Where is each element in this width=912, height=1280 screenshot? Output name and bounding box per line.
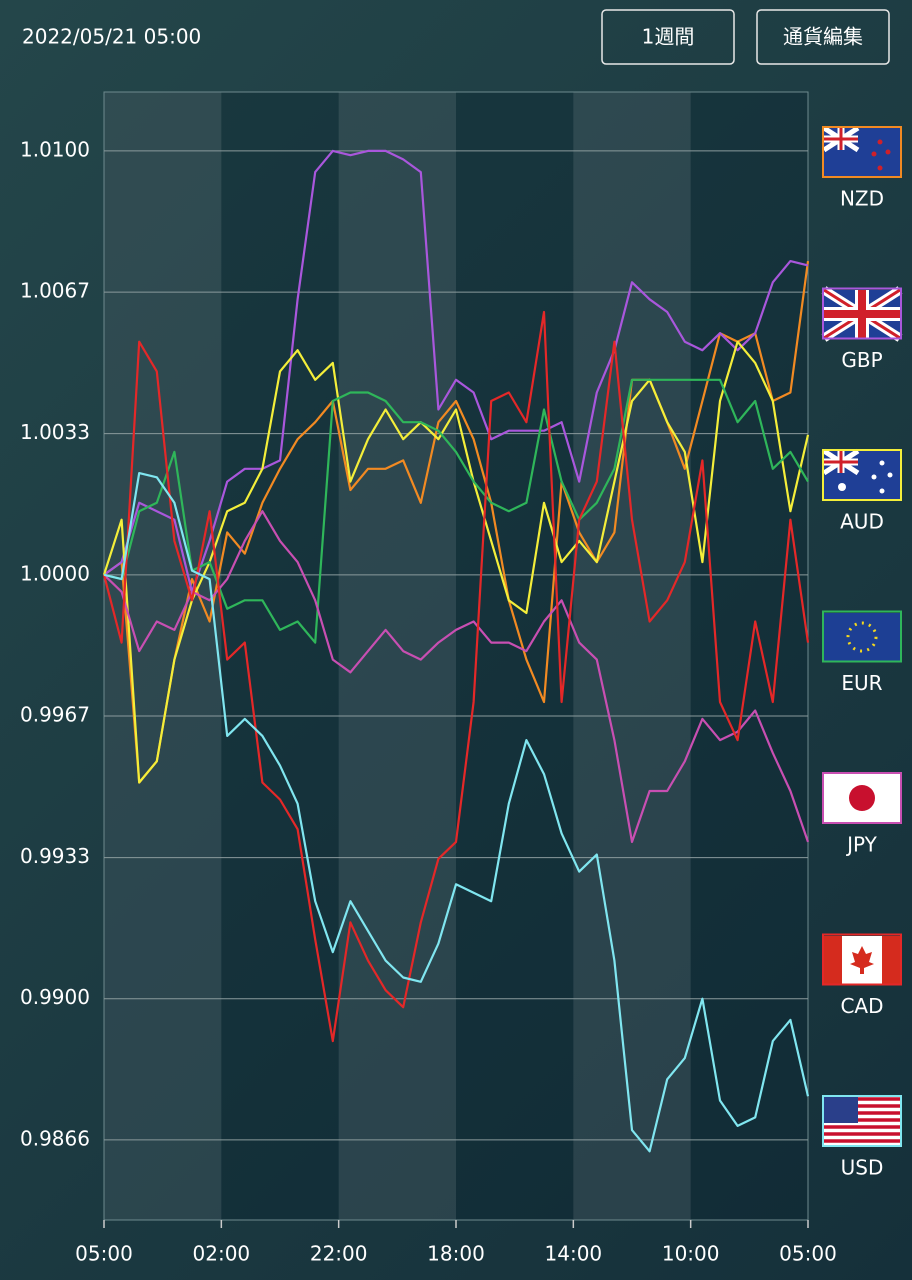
band — [104, 92, 222, 1220]
legend-label: AUD — [840, 510, 884, 534]
button-frame[interactable] — [756, 9, 890, 65]
legend-frame — [822, 287, 902, 340]
legend-frame — [822, 1095, 902, 1147]
legend-label: JPY — [845, 833, 878, 857]
y-tick-label: 0.9933 — [20, 844, 90, 868]
legend-frame — [822, 126, 902, 178]
flag-cad — [824, 936, 900, 984]
series-line — [103, 472, 810, 1153]
button-label[interactable]: 通貨編集 — [783, 25, 863, 49]
flag-jpy — [824, 774, 900, 822]
legend-label: GBP — [841, 348, 882, 372]
x-tick-label: 18:00 — [427, 1242, 485, 1266]
band — [573, 92, 691, 1220]
series-line — [103, 510, 810, 843]
flags — [821, 125, 903, 1145]
flag-eur — [824, 613, 900, 661]
x-tick-label: 14:00 — [545, 1242, 603, 1266]
series-line — [103, 260, 810, 784]
legend-frame — [822, 933, 902, 986]
plot: 1.0100 1.0067 1.0033 1.0000 0.9967 0.9933 0.99… — [20, 91, 884, 1266]
period-button[interactable]: 1週間 — [601, 9, 735, 65]
y-tick-label: 0.9866 — [20, 1126, 90, 1150]
legend-label: NZD — [840, 187, 884, 211]
flag-aud — [822, 448, 900, 499]
flag-nzd — [822, 125, 900, 176]
legend-label: EUR — [841, 671, 882, 695]
x-tick-label: 22:00 — [310, 1242, 368, 1266]
legend-frame — [822, 772, 902, 824]
button-label[interactable]: 1週間 — [642, 25, 695, 49]
series-line — [103, 378, 809, 644]
y-tick-label: 0.9900 — [20, 985, 90, 1009]
x-tick-label: 10:00 — [662, 1242, 720, 1266]
y-tick-label: 1.0100 — [20, 137, 90, 161]
legend-label: USD — [841, 1156, 884, 1180]
x-tick-label: 05:00 — [779, 1242, 837, 1266]
series-line — [103, 149, 809, 593]
flag-gbp — [821, 286, 903, 342]
series-line — [102, 310, 810, 1043]
x-tick-label: 05:00 — [75, 1242, 133, 1266]
button-frame[interactable] — [601, 9, 735, 65]
band — [338, 92, 456, 1220]
series-line — [102, 340, 810, 784]
legend-label: CAD — [840, 994, 883, 1018]
y-tick-label: 1.0067 — [20, 279, 90, 303]
y-tick-label: 0.9967 — [20, 702, 90, 726]
legend-frame — [822, 449, 902, 501]
timestamp: 2022/05/21 05:00 — [22, 25, 201, 49]
legend-frame — [822, 610, 902, 663]
y-tick-label: 1.0000 — [20, 561, 90, 585]
edit-button[interactable]: 通貨編集 — [756, 9, 890, 65]
flag-usd — [824, 1097, 900, 1145]
x-tick-label: 02:00 — [193, 1242, 251, 1266]
plot-background — [104, 92, 808, 1220]
y-tick-label: 1.0033 — [20, 420, 90, 444]
